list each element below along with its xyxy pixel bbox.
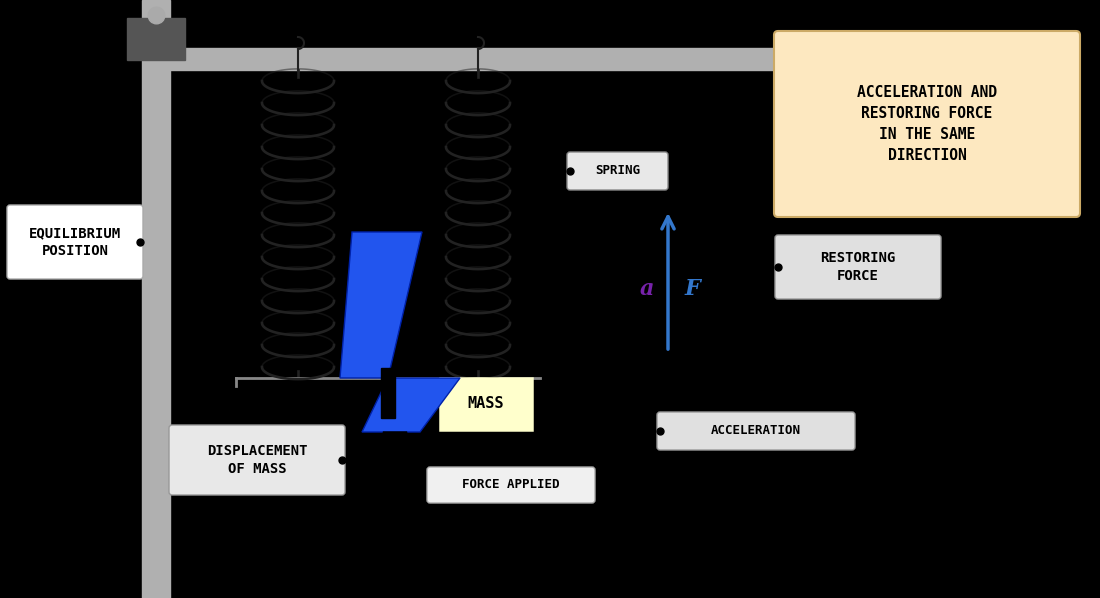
Text: MASS: MASS	[468, 396, 504, 411]
Text: RESTORING
FORCE: RESTORING FORCE	[821, 251, 895, 283]
Text: EQUILIBRIUM
POSITION: EQUILIBRIUM POSITION	[29, 226, 121, 258]
Polygon shape	[383, 432, 407, 445]
Bar	[440, 378, 532, 430]
FancyBboxPatch shape	[7, 205, 143, 279]
Text: SPRING: SPRING	[595, 164, 640, 178]
Polygon shape	[362, 378, 460, 432]
FancyBboxPatch shape	[169, 425, 345, 495]
Text: a: a	[640, 278, 654, 300]
Bar	[170, 48, 1020, 70]
Bar	[142, 0, 170, 598]
Bar	[381, 368, 395, 418]
FancyBboxPatch shape	[774, 31, 1080, 217]
Text: DISPLACEMENT
OF MASS: DISPLACEMENT OF MASS	[207, 444, 307, 476]
FancyBboxPatch shape	[427, 467, 595, 503]
Text: F: F	[685, 278, 701, 300]
FancyBboxPatch shape	[776, 235, 940, 299]
FancyBboxPatch shape	[566, 152, 668, 190]
Bar	[126, 18, 185, 60]
Text: ACCELERATION: ACCELERATION	[711, 425, 801, 438]
Text: ACCELERATION AND
RESTORING FORCE
IN THE SAME
DIRECTION: ACCELERATION AND RESTORING FORCE IN THE …	[857, 85, 997, 163]
Text: FORCE APPLIED: FORCE APPLIED	[462, 478, 560, 492]
FancyBboxPatch shape	[657, 412, 855, 450]
Polygon shape	[340, 232, 422, 378]
